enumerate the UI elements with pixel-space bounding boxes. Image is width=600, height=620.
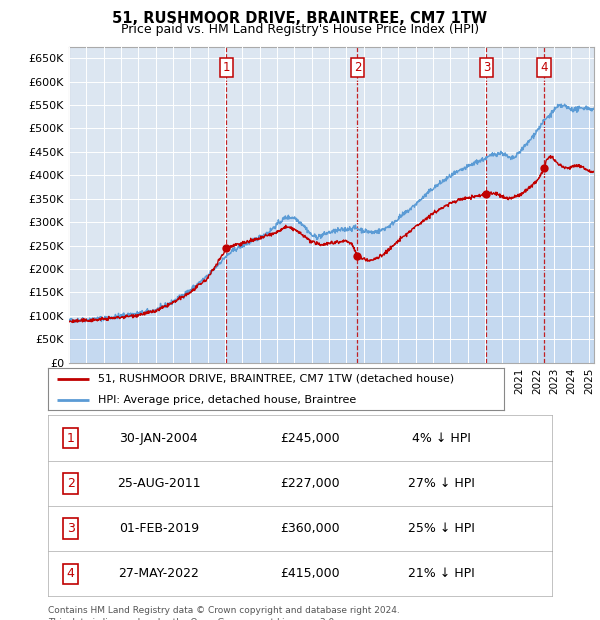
Text: £245,000: £245,000 <box>280 432 340 445</box>
Text: £227,000: £227,000 <box>280 477 340 490</box>
Text: 01-FEB-2019: 01-FEB-2019 <box>119 522 199 535</box>
Text: 21% ↓ HPI: 21% ↓ HPI <box>408 567 475 580</box>
Text: 51, RUSHMOOR DRIVE, BRAINTREE, CM7 1TW (detached house): 51, RUSHMOOR DRIVE, BRAINTREE, CM7 1TW (… <box>98 374 454 384</box>
Text: 51, RUSHMOOR DRIVE, BRAINTREE, CM7 1TW: 51, RUSHMOOR DRIVE, BRAINTREE, CM7 1TW <box>112 11 488 25</box>
Text: Contains HM Land Registry data © Crown copyright and database right 2024.
This d: Contains HM Land Registry data © Crown c… <box>48 606 400 620</box>
Text: £360,000: £360,000 <box>280 522 340 535</box>
Text: 3: 3 <box>67 522 74 535</box>
Text: £415,000: £415,000 <box>280 567 340 580</box>
Text: 25-AUG-2011: 25-AUG-2011 <box>117 477 200 490</box>
Text: 30-JAN-2004: 30-JAN-2004 <box>119 432 198 445</box>
Text: 27% ↓ HPI: 27% ↓ HPI <box>407 477 475 490</box>
Text: 25% ↓ HPI: 25% ↓ HPI <box>407 522 475 535</box>
Text: 2: 2 <box>354 61 361 74</box>
Text: 1: 1 <box>223 61 230 74</box>
Text: Price paid vs. HM Land Registry's House Price Index (HPI): Price paid vs. HM Land Registry's House … <box>121 23 479 36</box>
Text: 2: 2 <box>67 477 74 490</box>
Text: 3: 3 <box>483 61 490 74</box>
Text: 4: 4 <box>67 567 74 580</box>
Text: 1: 1 <box>67 432 74 445</box>
Text: HPI: Average price, detached house, Braintree: HPI: Average price, detached house, Brai… <box>98 395 356 405</box>
Text: 27-MAY-2022: 27-MAY-2022 <box>118 567 199 580</box>
Text: 4% ↓ HPI: 4% ↓ HPI <box>412 432 470 445</box>
Text: 4: 4 <box>540 61 548 74</box>
